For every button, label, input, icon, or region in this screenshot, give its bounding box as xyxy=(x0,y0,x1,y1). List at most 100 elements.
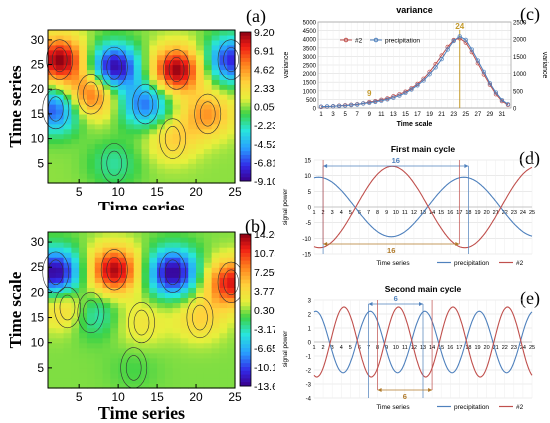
colorbar-frame xyxy=(239,31,252,182)
data-point xyxy=(421,78,426,83)
y-tick-label: 0 xyxy=(313,107,317,113)
heatmap-cell xyxy=(211,128,221,135)
heatmap-cell xyxy=(180,362,189,369)
heatmap-cell xyxy=(133,118,143,125)
x-tick-label: 25 xyxy=(462,112,469,118)
heatmap-cell xyxy=(188,337,197,344)
heatmap-cell xyxy=(149,54,158,61)
heatmap-cell xyxy=(203,242,213,248)
x-axis-label: Time series xyxy=(98,198,185,210)
x-tick-label: 12 xyxy=(411,210,417,216)
heatmap-cell xyxy=(149,123,158,130)
heatmap-cell xyxy=(86,267,96,273)
heatmap-cell xyxy=(125,54,135,61)
x-tick-label: 4 xyxy=(340,210,343,216)
x-tick-label: 21 xyxy=(493,345,499,351)
heatmap-cell xyxy=(48,237,57,243)
data-point xyxy=(463,37,468,43)
heatmap-cell xyxy=(48,30,57,36)
heatmap-cell xyxy=(172,39,182,46)
heatmap-cell xyxy=(196,237,205,243)
heatmap-cell xyxy=(180,372,189,379)
heatmap-cell xyxy=(203,267,213,273)
heatmap-cell xyxy=(102,153,111,159)
colorbar-segment xyxy=(240,80,251,85)
heatmap-cell xyxy=(141,178,150,184)
heatmap-cell xyxy=(172,178,182,184)
heatmap-cell xyxy=(227,148,236,154)
heatmap-cell xyxy=(79,287,88,293)
heatmap-cell xyxy=(133,54,143,61)
heatmap-cell xyxy=(48,372,57,379)
heatmap-cell xyxy=(63,372,72,379)
heatmap-cell xyxy=(48,123,57,130)
heatmap-cell xyxy=(188,108,197,115)
heatmap-cell xyxy=(188,123,197,130)
heatmap-cell xyxy=(141,79,150,85)
heatmap-cell xyxy=(133,292,143,299)
heatmap-cell xyxy=(63,272,72,278)
heatmap-cell xyxy=(172,327,182,334)
x-tick-label: 21 xyxy=(493,210,499,216)
heatmap-cell xyxy=(157,64,166,71)
heatmap-cell xyxy=(102,247,111,253)
heatmap-cell xyxy=(71,104,80,110)
heatmap-cell xyxy=(164,44,174,51)
colorbar-segment xyxy=(240,382,251,387)
heatmap-cell xyxy=(196,84,205,90)
colorbar-segment xyxy=(240,294,251,300)
heatmap-cell xyxy=(55,372,65,379)
heatmap-cell xyxy=(48,108,57,115)
heatmap-cell xyxy=(196,287,205,293)
heatmap-cell xyxy=(227,242,236,248)
heatmap-cell xyxy=(203,257,213,263)
heatmap-cell xyxy=(63,317,72,324)
colorbar-label: 10.73 xyxy=(254,248,275,260)
heatmap-cell xyxy=(149,347,158,354)
heatmap-cell xyxy=(211,79,221,85)
heatmap-cell xyxy=(211,113,221,120)
heatmap-cell xyxy=(79,242,88,248)
colorbar-segment xyxy=(240,158,251,163)
y2-axis-label: variance xyxy=(541,52,548,79)
heatmap-cell xyxy=(55,79,65,85)
heatmap-cell xyxy=(86,153,96,159)
heatmap-cell xyxy=(211,84,221,90)
heatmap-cell xyxy=(141,168,150,174)
heatmap-cell xyxy=(55,99,65,105)
heatmap-cell xyxy=(180,153,189,159)
heatmap-cell xyxy=(102,332,111,339)
heatmap-cell xyxy=(203,382,213,389)
heatmap-cell xyxy=(48,332,57,339)
heatmap-cell xyxy=(71,247,80,253)
heatmap-cell xyxy=(86,133,96,140)
heatmap-cell xyxy=(55,113,65,120)
heatmap-cell xyxy=(55,332,65,339)
heatmap-cell xyxy=(86,232,96,238)
heatmap-cell xyxy=(48,322,57,329)
heatmap-cell xyxy=(48,327,57,334)
heatmap-cell xyxy=(164,242,174,248)
y-axis-label: signal power xyxy=(282,188,289,225)
heatmap-cell xyxy=(141,287,150,293)
heatmap-cell xyxy=(79,317,88,324)
heatmap-cell xyxy=(48,282,57,288)
heatmap-cell xyxy=(55,382,65,389)
heatmap-cell xyxy=(164,108,174,115)
heatmap-cell xyxy=(55,148,65,154)
heatmap-cell xyxy=(149,163,158,169)
heatmap-cell xyxy=(164,352,174,359)
heatmap-cell xyxy=(79,104,88,110)
heatmap-cell xyxy=(149,178,158,184)
heatmap-cell xyxy=(55,317,65,324)
heatmap-cell xyxy=(55,362,65,369)
heatmap-cell xyxy=(157,84,166,90)
heatmap-cell xyxy=(118,232,127,238)
heatmap-cell xyxy=(149,108,158,115)
heatmap-cell xyxy=(110,133,119,140)
colorbar-segment xyxy=(240,234,251,239)
heatmap-cell xyxy=(188,242,197,248)
heatmap-cell xyxy=(157,372,166,379)
heatmap-cell xyxy=(102,178,111,184)
period-label-bottom: 16 xyxy=(387,246,395,255)
